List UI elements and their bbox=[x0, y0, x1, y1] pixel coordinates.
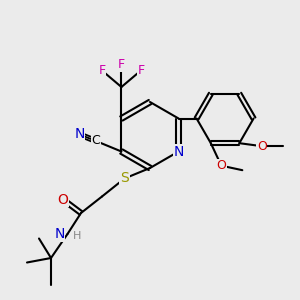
Text: F: F bbox=[137, 64, 145, 77]
Text: C: C bbox=[92, 134, 100, 148]
Text: S: S bbox=[120, 172, 129, 185]
Text: N: N bbox=[74, 128, 85, 141]
Text: H: H bbox=[73, 231, 81, 242]
Text: O: O bbox=[216, 159, 226, 172]
Text: F: F bbox=[98, 64, 106, 77]
Text: N: N bbox=[54, 227, 64, 241]
Text: O: O bbox=[257, 140, 267, 153]
Text: O: O bbox=[58, 193, 68, 206]
Text: N: N bbox=[173, 145, 184, 158]
Text: F: F bbox=[118, 58, 125, 71]
